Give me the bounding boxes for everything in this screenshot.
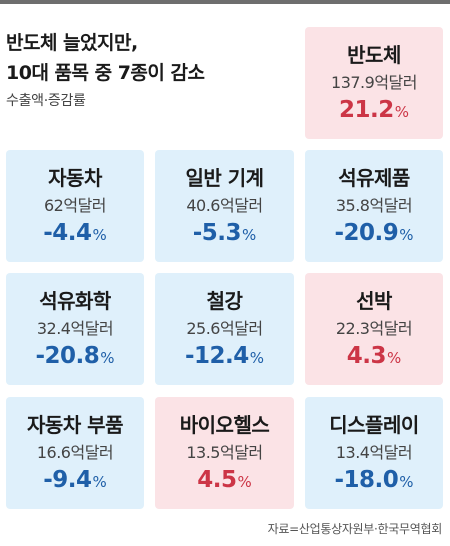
item-change: -18.0% — [305, 467, 443, 493]
item-name: 자동차 — [48, 166, 102, 190]
item-change: -9.4% — [6, 467, 144, 493]
item-change: -20.8% — [6, 343, 144, 369]
item-value: 35.8억달러 — [335, 196, 413, 215]
change-percent-sign: % — [92, 473, 107, 491]
change-number: 4.5 — [197, 467, 237, 493]
change-number: -9.4 — [43, 467, 92, 493]
change-number: -4.4 — [43, 220, 92, 246]
item-card-1: 자동차 62억달러 -4.4% — [6, 150, 144, 262]
change-percent-sign: % — [386, 349, 402, 367]
item-name: 디스플레이 — [329, 413, 419, 437]
item-change: -20.9% — [305, 220, 443, 246]
title-line-1: 반도체 늘었지만, — [6, 32, 138, 54]
change-number: -5.3 — [192, 220, 242, 246]
item-value: 13.4억달러 — [335, 443, 413, 462]
change-number: -12.4 — [184, 343, 249, 369]
item-name: 선박 — [356, 289, 392, 313]
item-card-9: 디스플레이 13.4억달러 -18.0% — [305, 397, 443, 509]
item-card-3: 석유제품 35.8억달러 -20.9% — [305, 150, 443, 262]
item-value: 32.4억달러 — [36, 319, 114, 338]
item-card-2: 일반 기계 40.6억달러 -5.3% — [155, 150, 294, 262]
change-percent-sign: % — [399, 473, 414, 491]
item-card-7: 자동차 부품 16.6억달러 -9.4% — [6, 397, 144, 509]
change-percent-sign: % — [92, 226, 107, 244]
change-percent-sign: % — [399, 226, 414, 244]
item-name: 일반 기계 — [185, 166, 264, 190]
item-value: 25.6억달러 — [186, 319, 263, 338]
item-change: -4.4% — [6, 220, 144, 246]
change-number: -18.0 — [334, 467, 399, 493]
item-name: 석유화학 — [39, 289, 111, 313]
item-change: 4.3% — [305, 343, 443, 369]
item-value: 62억달러 — [43, 196, 107, 215]
item-card-0: 반도체 137.9억달러 21.2% — [305, 27, 443, 139]
change-percent-sign: % — [237, 473, 252, 491]
change-percent-sign: % — [100, 349, 115, 367]
item-change: -12.4% — [155, 343, 294, 369]
item-name: 자동차 부품 — [27, 413, 123, 437]
item-card-5: 철강 25.6억달러 -12.4% — [155, 273, 294, 385]
item-card-8: 바이오헬스 13.5억달러 4.5% — [155, 397, 294, 509]
change-number: -20.9 — [334, 220, 399, 246]
item-value: 16.6억달러 — [36, 443, 114, 462]
item-change: 21.2% — [305, 97, 443, 123]
top-rule — [0, 0, 450, 4]
item-value: 40.6억달러 — [186, 196, 263, 215]
item-name: 석유제품 — [338, 166, 410, 190]
source-note: 자료=산업통상자원부·한국무역협회 — [267, 522, 443, 536]
item-value: 137.9억달러 — [331, 73, 417, 92]
subtitle: 수출액·증감률 — [6, 93, 86, 109]
item-change: 4.5% — [155, 467, 294, 493]
change-percent-sign: % — [249, 349, 265, 367]
change-percent-sign: % — [242, 226, 257, 244]
title-line-2: 10대 품목 중 7종이 감소 — [6, 62, 205, 84]
change-percent-sign: % — [394, 103, 409, 121]
change-number: -20.8 — [35, 343, 100, 369]
header: 반도체 늘었지만, 10대 품목 중 7종이 감소 수출액·증감률 — [6, 28, 296, 112]
item-value: 22.3억달러 — [335, 319, 413, 338]
item-name: 철강 — [206, 289, 243, 313]
item-card-4: 석유화학 32.4억달러 -20.8% — [6, 273, 144, 385]
item-name: 바이오헬스 — [179, 413, 270, 437]
item-value: 13.5억달러 — [186, 443, 263, 462]
change-number: 4.3 — [346, 343, 387, 369]
item-card-6: 선박 22.3억달러 4.3% — [305, 273, 443, 385]
item-name: 반도체 — [347, 43, 401, 67]
change-number: 21.2 — [338, 97, 394, 123]
item-change: -5.3% — [155, 220, 294, 246]
